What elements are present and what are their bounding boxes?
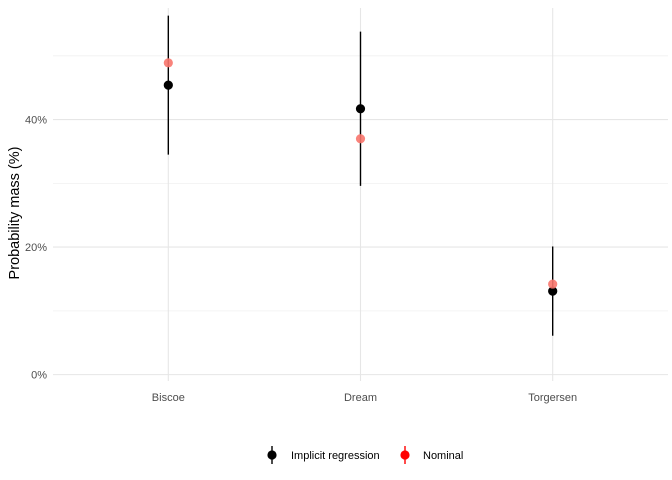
point-implicit-regression	[355, 104, 366, 114]
point-implicit-regression	[548, 286, 558, 296]
y-tick-label: 40%	[25, 115, 47, 127]
legend-label: Nominal	[423, 450, 463, 462]
legend-key-point	[400, 450, 410, 460]
point-nominal	[355, 134, 366, 144]
x-tick-label: Dream	[344, 392, 377, 404]
legend-item: Implicit regression	[267, 446, 380, 464]
legend: Implicit regression Nominal	[267, 446, 463, 464]
legend-label: Implicit regression	[291, 450, 380, 462]
x-tick-label: Torgersen	[528, 392, 577, 404]
y-tick-label: 0%	[31, 370, 47, 382]
y-tick-label: 20%	[25, 242, 47, 254]
plot-marks	[163, 15, 558, 336]
legend-item: Nominal	[400, 446, 463, 464]
y-axis-title: Probability mass (%)	[7, 147, 23, 280]
point-implicit-regression	[163, 80, 173, 90]
x-tick-label: Biscoe	[152, 392, 185, 404]
point-nominal	[548, 279, 558, 289]
x-axis-ticks: Biscoe Dream Torgersen	[152, 392, 577, 404]
point-nominal	[163, 58, 173, 68]
y-axis-ticks: 0% 20% 40%	[25, 115, 47, 382]
legend-key-point	[267, 450, 277, 460]
